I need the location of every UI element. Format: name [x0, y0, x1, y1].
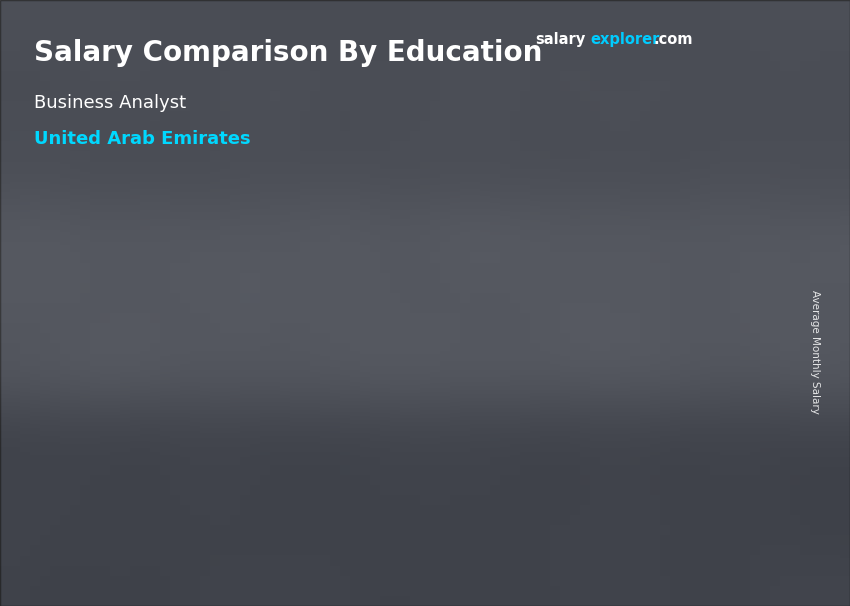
- Bar: [463, 305, 535, 545]
- Text: United Arab Emirates: United Arab Emirates: [34, 130, 251, 148]
- Bar: [455, 305, 546, 308]
- Text: 15,600 AED: 15,600 AED: [276, 344, 372, 359]
- Text: Business Analyst: Business Analyst: [34, 94, 186, 112]
- Text: 20,500 AED: 20,500 AED: [452, 286, 548, 301]
- Bar: [705, 30, 778, 50]
- Text: Average Monthly Salary: Average Monthly Salary: [810, 290, 820, 413]
- Bar: [631, 247, 639, 545]
- Text: .com: .com: [654, 32, 693, 47]
- Text: explorer: explorer: [591, 32, 660, 47]
- Bar: [535, 305, 546, 545]
- Bar: [455, 305, 463, 545]
- Bar: [111, 384, 183, 545]
- Bar: [287, 362, 359, 545]
- Text: 13,800 AED: 13,800 AED: [100, 365, 196, 380]
- Bar: [680, 30, 705, 88]
- Text: 25,400 AED: 25,400 AED: [628, 228, 723, 244]
- Text: Salary Comparison By Education: Salary Comparison By Education: [34, 39, 542, 67]
- Bar: [359, 362, 370, 545]
- Bar: [631, 247, 722, 251]
- Bar: [279, 362, 287, 545]
- Text: +13%: +13%: [200, 329, 263, 348]
- Bar: [183, 384, 194, 545]
- Bar: [103, 384, 111, 545]
- Bar: [705, 68, 778, 88]
- Text: +24%: +24%: [552, 234, 615, 253]
- Bar: [103, 384, 194, 386]
- Text: +32%: +32%: [376, 285, 439, 304]
- Bar: [639, 247, 711, 545]
- Text: salary: salary: [536, 32, 586, 47]
- Bar: [279, 362, 370, 365]
- Bar: [705, 50, 778, 68]
- Bar: [711, 247, 722, 545]
